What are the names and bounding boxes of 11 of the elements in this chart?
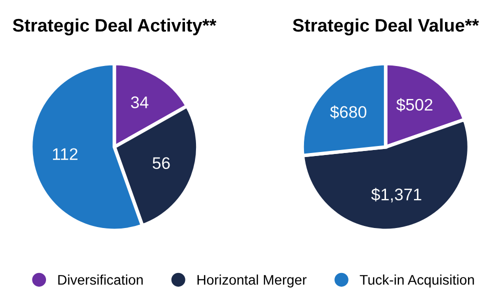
legend-label: Diversification [58,274,143,285]
chart-title: Strategic Deal Activity** [12,18,216,36]
data-label: 112 [52,148,78,160]
chart-title: Strategic Deal Value** [292,18,479,36]
data-label: 56 [152,157,170,170]
data-label: $502 [396,98,432,112]
data-label: 34 [130,96,148,108]
legend-label: Horizontal Merger [198,274,307,288]
legend-label: Tuck-in Acquisition [360,274,474,288]
data-label: $1,371 [371,188,422,202]
data-label: $680 [330,105,366,119]
